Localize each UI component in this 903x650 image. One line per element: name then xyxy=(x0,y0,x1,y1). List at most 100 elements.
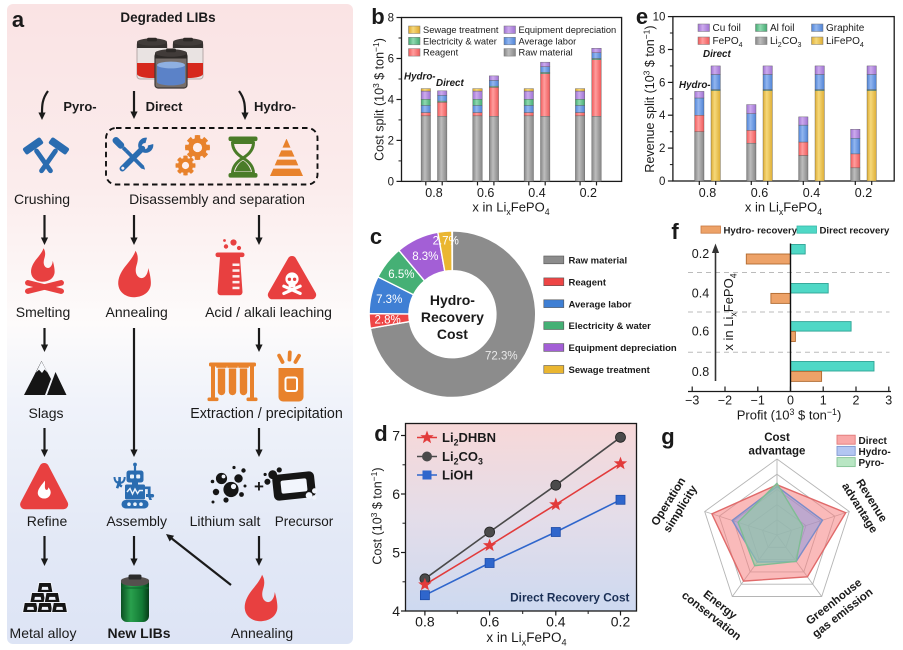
svg-text:Annealing: Annealing xyxy=(231,625,293,641)
svg-text:Pyro-: Pyro- xyxy=(859,458,885,469)
svg-text:Cost split (103 $ ton−1): Cost split (103 $ ton−1) xyxy=(371,38,387,161)
svg-text:0.2: 0.2 xyxy=(855,186,872,200)
svg-text:Cu foil: Cu foil xyxy=(713,23,741,34)
svg-text:Direct Recovery Cost: Direct Recovery Cost xyxy=(510,591,629,605)
svg-text:Equipment depreciation: Equipment depreciation xyxy=(569,343,677,354)
svg-text:Hydro-: Hydro- xyxy=(404,72,436,83)
svg-text:0.8: 0.8 xyxy=(692,365,709,379)
svg-text:6.5%: 6.5% xyxy=(388,269,414,281)
svg-text:Lithium salt: Lithium salt xyxy=(190,513,261,529)
svg-text:b: b xyxy=(371,4,384,29)
svg-text:5: 5 xyxy=(392,545,400,561)
svg-text:2.8%: 2.8% xyxy=(374,315,400,327)
svg-text:4: 4 xyxy=(392,603,400,619)
svg-text:0: 0 xyxy=(787,394,794,408)
svg-text:Disassembly and separation: Disassembly and separation xyxy=(129,191,305,207)
svg-text:Smelting: Smelting xyxy=(16,304,70,320)
svg-text:0.4: 0.4 xyxy=(546,614,566,630)
svg-text:0.2: 0.2 xyxy=(692,247,709,261)
svg-text:6: 6 xyxy=(659,77,665,89)
svg-text:Revenueadvantage: Revenueadvantage xyxy=(839,474,891,536)
svg-text:0.6: 0.6 xyxy=(480,614,500,630)
svg-text:0.8: 0.8 xyxy=(699,186,716,200)
svg-text:6: 6 xyxy=(392,486,400,502)
svg-text:Metal alloy: Metal alloy xyxy=(10,625,77,641)
svg-text:6: 6 xyxy=(388,53,394,65)
svg-text:Raw material: Raw material xyxy=(569,256,628,267)
svg-text:Sewage treatment: Sewage treatment xyxy=(569,365,651,376)
svg-text:Crushing: Crushing xyxy=(14,191,70,207)
svg-text:2: 2 xyxy=(388,135,394,147)
svg-text:Electricity & water: Electricity & water xyxy=(569,321,652,332)
svg-text:0.4: 0.4 xyxy=(528,186,545,200)
svg-text:8: 8 xyxy=(659,44,665,56)
svg-text:Refine: Refine xyxy=(27,513,68,529)
svg-text:Electricity & water: Electricity & water xyxy=(423,36,497,46)
svg-text:f: f xyxy=(671,219,679,244)
svg-text:Recovery: Recovery xyxy=(421,309,484,325)
svg-text:0.2: 0.2 xyxy=(611,614,631,630)
svg-text:Profit (103 $ ton−1): Profit (103 $ ton−1) xyxy=(737,407,842,423)
svg-text:Sewage treatment: Sewage treatment xyxy=(423,25,499,35)
svg-text:Hydro- recovery: Hydro- recovery xyxy=(724,226,798,237)
svg-text:Raw material: Raw material xyxy=(519,48,573,58)
svg-text:New LIBs: New LIBs xyxy=(107,625,170,641)
svg-text:Annealing: Annealing xyxy=(106,304,168,320)
svg-text:2: 2 xyxy=(853,394,860,408)
svg-text:8: 8 xyxy=(388,13,394,25)
svg-text:x in LixFePO4: x in LixFePO4 xyxy=(745,200,822,217)
svg-text:Li2CO3: Li2CO3 xyxy=(770,35,802,49)
svg-text:Extraction / precipitation: Extraction / precipitation xyxy=(190,406,343,422)
svg-text:Acid / alkali leaching: Acid / alkali leaching xyxy=(205,304,332,320)
svg-text:Reagent: Reagent xyxy=(569,277,607,288)
svg-text:Direct: Direct xyxy=(859,436,888,447)
svg-text:x in LixFePO4: x in LixFePO4 xyxy=(721,273,738,350)
svg-text:Hydro-: Hydro- xyxy=(679,80,711,91)
svg-text:d: d xyxy=(374,421,387,446)
svg-text:a: a xyxy=(12,7,25,32)
svg-text:1: 1 xyxy=(820,394,827,408)
svg-text:0.4: 0.4 xyxy=(803,186,820,200)
svg-text:Li2CO3: Li2CO3 xyxy=(442,449,483,466)
svg-text:0.2: 0.2 xyxy=(580,186,597,200)
svg-text:Precursor: Precursor xyxy=(275,514,334,529)
svg-text:Hydro-: Hydro- xyxy=(859,447,891,458)
svg-text:Direct recovery: Direct recovery xyxy=(820,226,891,237)
svg-text:0: 0 xyxy=(388,176,394,188)
svg-text:Direct: Direct xyxy=(703,49,732,60)
svg-text:0.6: 0.6 xyxy=(692,325,709,339)
svg-text:0.6: 0.6 xyxy=(751,186,768,200)
svg-text:10: 10 xyxy=(653,12,666,24)
svg-text:Al foil: Al foil xyxy=(770,23,794,34)
svg-text:0.8: 0.8 xyxy=(415,614,435,630)
svg-text:Hydro-: Hydro- xyxy=(254,99,296,114)
svg-text:Average labor: Average labor xyxy=(569,299,632,310)
svg-text:−3: −3 xyxy=(685,394,699,408)
svg-text:+: + xyxy=(254,477,264,496)
svg-text:4: 4 xyxy=(659,110,666,122)
svg-text:−1: −1 xyxy=(751,394,765,408)
svg-text:advantage: advantage xyxy=(749,446,806,458)
svg-text:72.3%: 72.3% xyxy=(485,351,518,363)
svg-text:Cost: Cost xyxy=(437,326,468,342)
svg-text:Energyconservation: Energyconservation xyxy=(679,579,751,644)
svg-text:Pyro-: Pyro- xyxy=(63,99,96,114)
svg-text:Li2DHBN: Li2DHBN xyxy=(442,430,496,447)
svg-text:Direct: Direct xyxy=(436,78,465,89)
svg-text:7.3%: 7.3% xyxy=(376,294,402,306)
svg-text:Slags: Slags xyxy=(28,405,63,421)
svg-text:Assembly: Assembly xyxy=(106,513,167,529)
svg-text:8.3%: 8.3% xyxy=(412,251,438,263)
svg-text:FePO4: FePO4 xyxy=(713,36,743,49)
svg-text:Revenue split (103 $ ton−1): Revenue split (103 $ ton−1) xyxy=(642,25,658,172)
svg-text:Degraded LIBs: Degraded LIBs xyxy=(120,10,215,25)
svg-text:0: 0 xyxy=(659,176,665,188)
svg-text:c: c xyxy=(370,224,382,249)
svg-text:0.4: 0.4 xyxy=(692,287,709,301)
svg-text:Cost: Cost xyxy=(764,432,790,444)
svg-text:2.7%: 2.7% xyxy=(433,236,459,248)
svg-text:Cost (103 $ ton−1): Cost (103 $ ton−1) xyxy=(369,467,385,564)
svg-text:3: 3 xyxy=(885,394,892,408)
svg-text:g: g xyxy=(661,424,674,449)
svg-text:Reagent: Reagent xyxy=(423,48,459,58)
